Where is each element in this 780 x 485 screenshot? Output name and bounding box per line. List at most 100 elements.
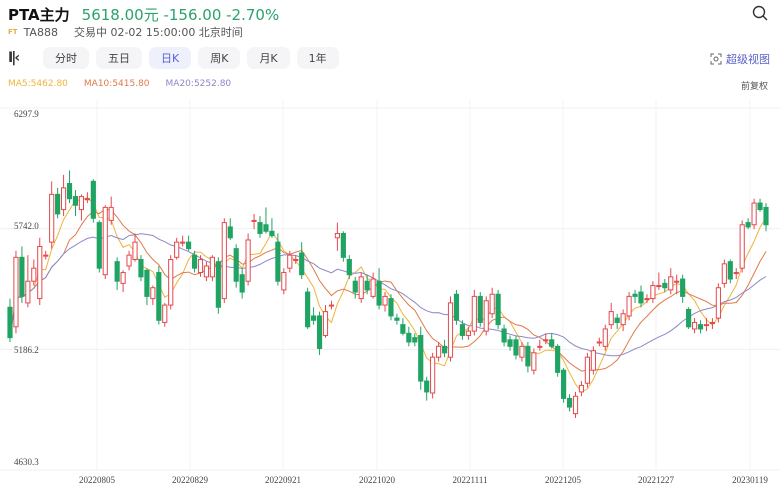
candle-down	[412, 337, 418, 343]
tab-intraday[interactable]: 分时	[43, 47, 89, 69]
candle-up	[519, 345, 525, 358]
candle-up	[251, 219, 257, 222]
ma-legend: MA5:5462.80 MA10:5415.80 MA20:5252.80	[8, 79, 231, 89]
candle-down	[525, 345, 531, 367]
super-view-button[interactable]: 超级视图	[710, 51, 770, 67]
candle-down	[459, 324, 465, 336]
candle-down	[441, 345, 448, 354]
ma10-line	[9, 208, 767, 372]
candle-up	[49, 193, 55, 243]
candle-up	[322, 311, 329, 336]
candle-up	[447, 302, 454, 358]
candle-up	[209, 256, 215, 278]
search-icon[interactable]	[752, 5, 768, 21]
candle-up	[483, 300, 489, 332]
candle-down	[227, 226, 233, 239]
tab-daily-k[interactable]: 日K	[149, 47, 192, 69]
candle-down	[346, 258, 352, 276]
candle-down	[632, 293, 638, 297]
candle-down	[495, 293, 501, 326]
candle-down	[614, 317, 620, 323]
kline-chart[interactable]: 6297.9 5742.0 5186.2 4630.3 20220805 2022…	[0, 100, 780, 485]
candle-down	[501, 328, 507, 343]
candle-down	[263, 224, 269, 232]
candle-down	[191, 254, 198, 269]
candle-up	[626, 295, 632, 317]
candle-down	[507, 339, 513, 347]
x-tick-label: 20220805	[79, 475, 116, 485]
x-tick-label: 20221111	[453, 475, 488, 485]
candle-up	[162, 304, 168, 323]
candle-up	[430, 356, 436, 394]
candle-up	[620, 313, 626, 326]
candle-down	[156, 272, 162, 321]
price-quote: 5618.00元 -156.00 -2.70%	[81, 6, 280, 24]
tab-five-day[interactable]: 五日	[96, 47, 142, 69]
candle-up	[543, 339, 549, 342]
candle-down	[566, 397, 573, 408]
candle-up	[126, 254, 132, 267]
candle-up	[334, 232, 340, 239]
candle-up	[584, 356, 591, 384]
candle-up	[108, 206, 114, 221]
candle-up	[691, 321, 698, 330]
y-tick-label: 6297.9	[14, 109, 39, 119]
candle-down	[757, 202, 763, 211]
candle-down	[406, 332, 412, 343]
candle-down	[400, 324, 406, 334]
collapse-icon[interactable]: I|‹	[8, 50, 20, 66]
candle-down	[686, 308, 692, 328]
candle-up	[644, 298, 650, 301]
tab-monthly-k[interactable]: 月K	[247, 47, 290, 69]
tab-one-year[interactable]: 1年	[296, 47, 339, 69]
candle-up	[120, 272, 126, 284]
candle-up	[203, 265, 210, 278]
candle-down	[7, 306, 13, 339]
candle-up	[370, 278, 376, 297]
candle-up	[578, 384, 585, 393]
title-row: PTA主力 5618.00元 -156.00 -2.70%	[8, 4, 279, 25]
candle-down	[513, 339, 519, 356]
candle-up	[608, 311, 614, 326]
candle-down	[555, 345, 561, 373]
candle-up	[465, 330, 471, 336]
candle-down	[299, 252, 305, 276]
candle-up	[180, 241, 186, 244]
candle-down	[138, 258, 144, 278]
candle-up	[197, 258, 204, 274]
candle-up	[60, 187, 67, 211]
period-tabs: I|‹ 分时 五日 日K 周K 月K 1年	[8, 47, 339, 69]
candle-up	[537, 345, 543, 348]
x-tick-label: 20220921	[265, 475, 301, 485]
candle-up	[150, 287, 156, 300]
candle-down	[477, 295, 483, 323]
tab-weekly-k[interactable]: 周K	[198, 47, 241, 69]
candle-up	[84, 198, 90, 201]
y-tick-label: 5742.0	[14, 221, 39, 231]
candle-down	[185, 241, 192, 250]
candle-up	[471, 295, 477, 332]
candle-down	[340, 232, 346, 258]
candle-up	[328, 304, 335, 307]
candle-down	[305, 291, 311, 328]
ma20-line	[9, 233, 767, 357]
trade-status: 交易中 02-02 15:00:00 北京时间	[73, 26, 243, 39]
candle-up	[656, 285, 662, 288]
candle-down	[233, 248, 239, 282]
candle-down	[376, 280, 382, 306]
y-tick-label: 5186.2	[14, 345, 39, 355]
x-tick-label: 20221020	[359, 475, 396, 485]
candle-up	[13, 256, 19, 328]
candle-up	[596, 341, 602, 344]
price-adjust-toggle[interactable]: 前复权	[740, 82, 768, 92]
x-tick-label: 20221205	[545, 475, 582, 485]
candle-down	[96, 222, 102, 269]
candle-up	[25, 280, 31, 304]
instrument-code: TA888	[23, 25, 58, 39]
subtitle-row: FT TA888 交易中 02-02 15:00:00 北京时间	[8, 24, 243, 40]
candle-up	[174, 241, 180, 258]
ma20-value: MA20:5252.80	[165, 79, 232, 89]
candle-down	[394, 317, 400, 321]
candle-up	[650, 285, 656, 300]
candle-down	[388, 298, 394, 317]
